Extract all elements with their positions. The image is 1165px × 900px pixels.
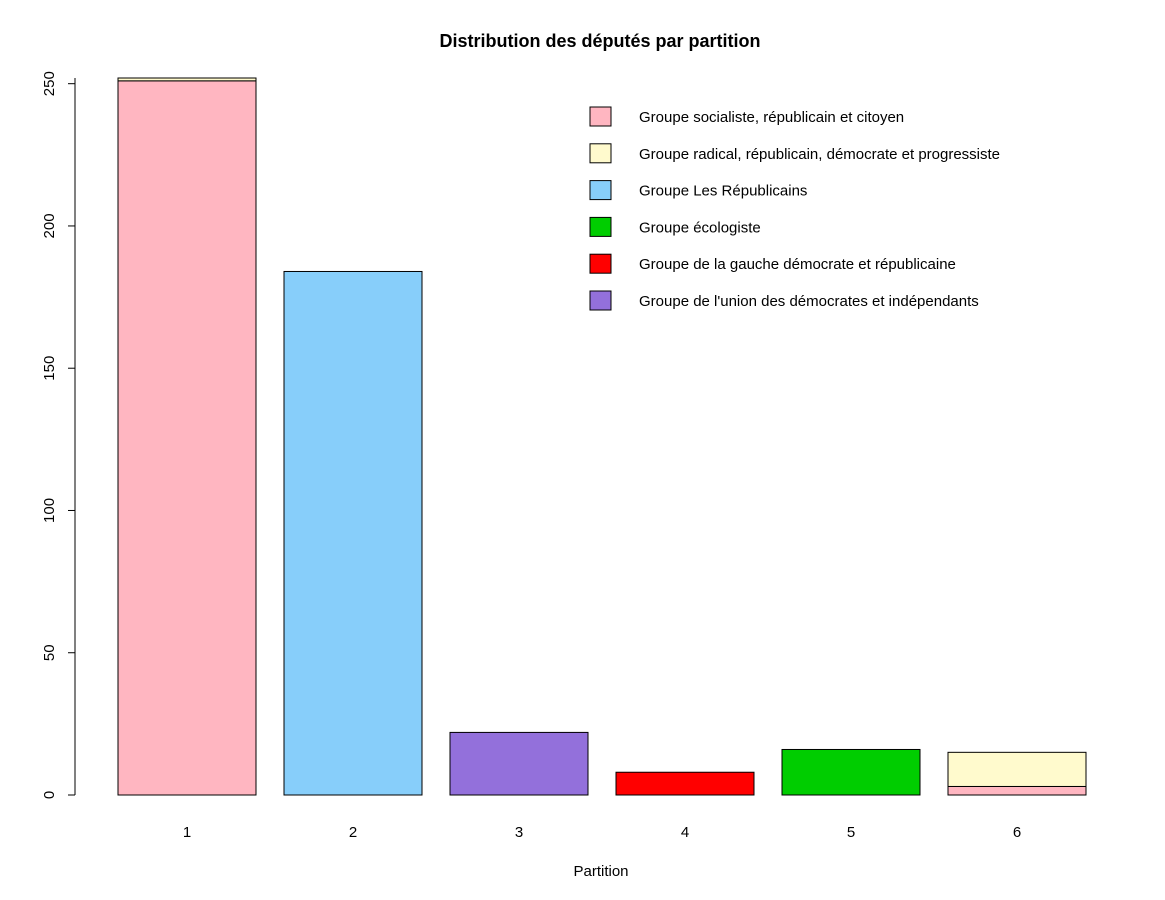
- chart-title: Distribution des députés par partition: [439, 31, 760, 51]
- legend-label: Groupe Les Républicains: [639, 183, 807, 200]
- legend-swatch: [589, 253, 612, 274]
- x-tick-label: 6: [1013, 824, 1021, 841]
- bar-1-series-0: [117, 80, 257, 796]
- legend-label: Groupe radical, républicain, démocrate e…: [639, 146, 1000, 163]
- bar-1-series-1: [117, 77, 257, 82]
- legend-label: Groupe de la gauche démocrate et républi…: [639, 256, 956, 273]
- y-tick-label: 0: [41, 791, 58, 799]
- legend-swatch: [589, 106, 612, 127]
- y-tick-label: 50: [41, 644, 58, 661]
- x-tick-label: 3: [515, 824, 523, 841]
- legend-label: Groupe écologiste: [639, 219, 761, 236]
- bar-3-series-5: [449, 731, 589, 796]
- y-tick-label: 100: [41, 498, 58, 523]
- x-tick-label: 5: [847, 824, 855, 841]
- x-tick-label: 2: [349, 824, 357, 841]
- legend-label: Groupe de l'union des démocrates et indé…: [639, 293, 979, 310]
- legend-label: Groupe socialiste, républicain et citoye…: [639, 109, 904, 126]
- legend-swatch: [589, 290, 612, 311]
- x-axis: 1 2 3 4 5 6: [183, 824, 1021, 841]
- x-tick-label: 4: [681, 824, 689, 841]
- bar-4-series-4: [615, 771, 755, 796]
- y-tick-label: 150: [41, 356, 58, 381]
- bar-6-series-0: [947, 785, 1087, 796]
- bar-2-series-2: [283, 270, 423, 796]
- bars: [117, 77, 1087, 796]
- legend: Groupe socialiste, républicain et citoye…: [589, 106, 1000, 311]
- legend-swatch: [589, 143, 612, 164]
- y-tick-label: 200: [41, 213, 58, 238]
- bar-6-series-1: [947, 751, 1087, 787]
- legend-swatch: [589, 216, 612, 237]
- bar-5-series-3: [781, 748, 921, 796]
- legend-swatch: [589, 180, 612, 201]
- y-tick-label: 250: [41, 71, 58, 96]
- y-axis: 0 50 100 150 200 250: [41, 71, 75, 799]
- x-axis-label: Partition: [573, 863, 628, 880]
- x-tick-label: 1: [183, 824, 191, 841]
